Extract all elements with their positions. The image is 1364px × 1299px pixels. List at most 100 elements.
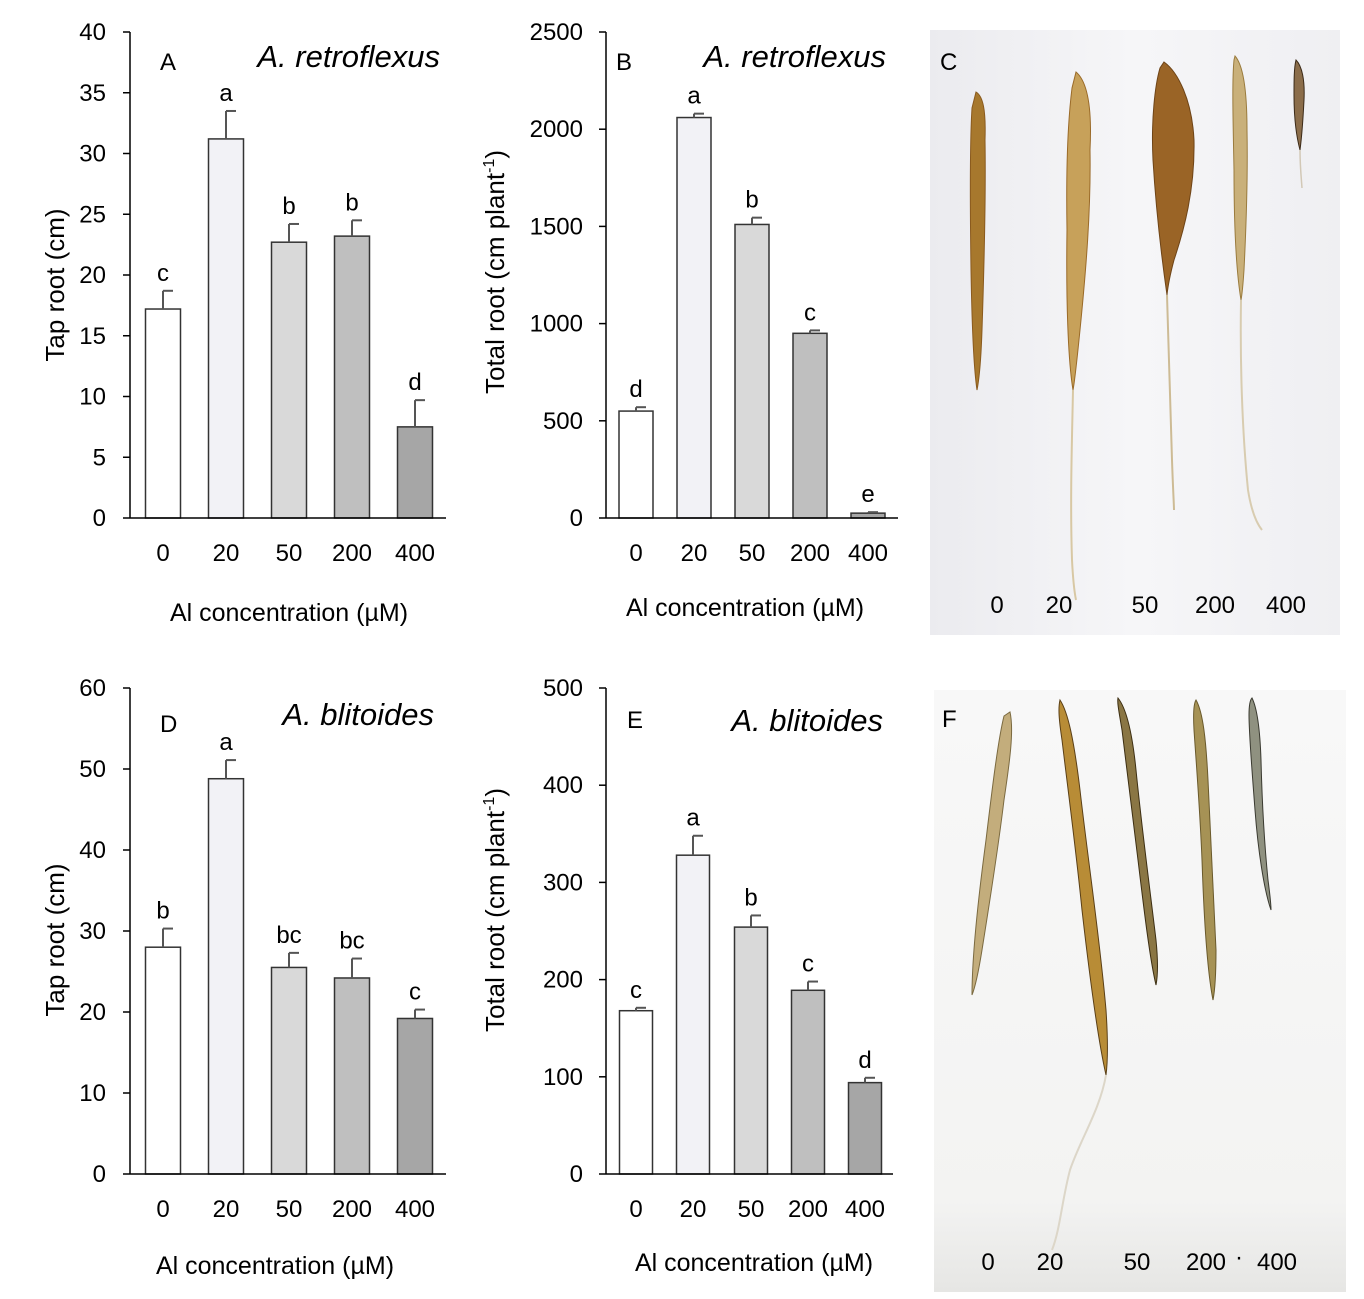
panel-c-letter: C — [940, 49, 957, 76]
panel-b-y-axis-label: Total root (cm plant-1) — [480, 150, 510, 394]
panel-d-bars: b a bc bc c — [144, 729, 434, 1175]
panel-e-bar-0 — [618, 1009, 654, 1175]
panel-c-label-20: 20 — [1046, 592, 1073, 619]
panel-b-bar-50 — [734, 223, 770, 519]
panel-c-photo-background — [930, 30, 1340, 635]
panel-a-significance-20: a — [219, 80, 233, 107]
panel-a-bar-0 — [144, 308, 182, 519]
panel-e-significance-0: c — [630, 977, 642, 1004]
panel-d-x-tick-label-200: 200 — [332, 1196, 372, 1223]
panel-c-root-20-tail — [1070, 389, 1077, 601]
panel-d-y-axis-label: Tap root (cm) — [40, 863, 70, 1016]
panel-d-x-tick-label-20: 20 — [213, 1196, 240, 1223]
panel-f-sample-labels: 0 20 50 200 · 400 — [981, 1244, 1297, 1276]
panel-a-species-label: A. retroflexus — [255, 39, 440, 74]
panel-a-y-tick-label-15: 15 — [79, 323, 106, 350]
panel-e-significance-50: b — [744, 884, 757, 911]
panel-d-bar-0 — [144, 946, 182, 1175]
panel-a-axes: 0 20 50 200 400 0 5 10 15 20 25 30 35 40 — [79, 19, 446, 567]
panel-f-root-50 — [1117, 696, 1158, 986]
panel-d-significance-0: b — [156, 898, 169, 925]
panel-d-x-tick-label-50: 50 — [276, 1196, 303, 1223]
panel-a-x-tick-label-0: 0 — [156, 540, 169, 567]
panel-e-y-tick-label-500: 500 — [543, 675, 583, 702]
panel-e-y-axis-label-sup: -1 — [481, 797, 498, 811]
panel-e-bar-50 — [733, 926, 769, 1175]
panel-e-letter: E — [627, 707, 643, 734]
panel-d-y-tick-label-10: 10 — [79, 1080, 106, 1107]
panel-e-x-tick-label-400: 400 — [845, 1196, 885, 1223]
panel-b-letter: B — [616, 49, 632, 76]
panel-f-label-400: 400 — [1257, 1249, 1297, 1276]
panel-b-significance-50: b — [745, 187, 758, 214]
panel-d-axes: 0 20 50 200 400 0 10 20 30 40 50 60 — [79, 675, 446, 1223]
panel-b-y-tick-label-2000: 2000 — [530, 116, 583, 143]
panel-c-root-0 — [969, 91, 986, 391]
panel-e-species-label: A. blitoides — [729, 703, 883, 738]
panel-c-root-20 — [1066, 71, 1091, 391]
panel-f-root-0 — [971, 711, 1013, 996]
panel-a-significance-200: b — [345, 189, 358, 216]
panel-a-bar-200 — [333, 235, 371, 519]
panel-a-letter: A — [160, 49, 176, 76]
panel-f-letter: F — [942, 706, 957, 733]
panel-b-bars: d a b c e — [618, 83, 886, 519]
panel-d-tap-root-chart: b a bc bc c 0 20 50 200 400 0 10 20 30 40 50 60 D A. bl… — [40, 675, 446, 1280]
panel-a-y-tick-label-40: 40 — [79, 19, 106, 46]
panel-b-bar-20 — [676, 116, 712, 519]
panel-d-y-tick-label-60: 60 — [79, 675, 106, 702]
panel-d-x-axis-label: Al concentration (µM) — [156, 1252, 394, 1280]
panel-b-x-tick-label-20: 20 — [681, 540, 708, 567]
panel-e-total-root-chart: c a b c d 0 20 50 200 400 0 100 200 300 400 500 E A. b… — [480, 675, 893, 1277]
panel-a-y-tick-label-10: 10 — [79, 384, 106, 411]
panel-a-x-tick-label-50: 50 — [276, 540, 303, 567]
panel-c-label-50: 50 — [1132, 592, 1159, 619]
panel-e-significance-20: a — [686, 805, 700, 832]
panel-f-label-200: 200 — [1186, 1249, 1226, 1276]
panel-d-letter: D — [160, 711, 177, 738]
panel-e-significance-400: d — [858, 1047, 871, 1074]
panel-b-x-tick-label-400: 400 — [848, 540, 888, 567]
panel-a-x-tick-label-20: 20 — [213, 540, 240, 567]
panel-f-label-20: 20 — [1037, 1249, 1064, 1276]
panel-f-root-20-tail — [1051, 1074, 1107, 1251]
panel-f-label-0: 0 — [981, 1249, 994, 1276]
panel-d-bar-400 — [396, 1017, 434, 1175]
panel-a-y-tick-label-25: 25 — [79, 201, 106, 228]
panel-a-y-axis-label: Tap root (cm) — [40, 208, 70, 361]
panel-c-root-200-tail — [1239, 299, 1263, 531]
panel-d-bar-200 — [333, 977, 371, 1175]
panel-d-y-tick-label-20: 20 — [79, 999, 106, 1026]
panel-a-y-tick-label-30: 30 — [79, 141, 106, 168]
panel-c-root-50 — [1151, 61, 1195, 296]
panel-f-root-400 — [1248, 697, 1272, 911]
panel-b-y-tick-label-2500: 2500 — [530, 19, 583, 46]
panel-f-label-separator: · — [1235, 1244, 1243, 1271]
panel-b-y-axis-label-main: Total root (cm plant — [480, 172, 510, 394]
panel-c-root-400-tail — [1299, 149, 1303, 189]
panel-d-y-tick-label-50: 50 — [79, 756, 106, 783]
panel-b-bar-200 — [792, 332, 828, 519]
panel-f-root-200 — [1193, 699, 1217, 1001]
panel-e-y-axis-label-main: Total root (cm plant — [480, 810, 510, 1032]
panel-c-label-400: 400 — [1266, 592, 1306, 619]
panel-f-root-photo: F 0 20 50 200 · 400 — [934, 690, 1346, 1292]
panel-e-x-tick-label-200: 200 — [788, 1196, 828, 1223]
panel-d-significance-20: a — [219, 729, 233, 756]
panel-a-x-tick-label-400: 400 — [395, 540, 435, 567]
panel-a-bars: c a b b d — [144, 80, 434, 519]
panel-a-y-tick-label-0: 0 — [93, 505, 106, 532]
panel-d-x-tick-label-0: 0 — [156, 1196, 169, 1223]
panel-b-y-tick-label-1500: 1500 — [530, 213, 583, 240]
panel-d-species-label: A. blitoides — [280, 697, 434, 732]
panel-a-bar-20 — [207, 138, 245, 519]
panel-e-x-tick-label-0: 0 — [629, 1196, 642, 1223]
panel-b-y-tick-label-1000: 1000 — [530, 311, 583, 338]
panel-d-bar-20 — [207, 777, 245, 1175]
panel-b-x-tick-label-200: 200 — [790, 540, 830, 567]
panel-c-root-photo: C 0 20 50 200 400 — [930, 30, 1340, 635]
panel-c-sample-labels: 0 20 50 200 400 — [990, 592, 1306, 619]
panel-e-bar-400 — [847, 1081, 883, 1175]
